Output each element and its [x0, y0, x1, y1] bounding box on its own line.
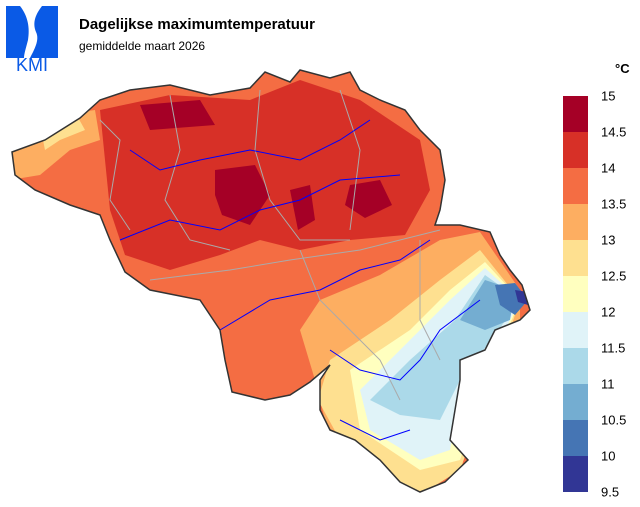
kmi-logo: KMI [6, 6, 58, 72]
rivers [119, 119, 481, 441]
map-subtitle: gemiddelde maart 2026 [79, 39, 206, 53]
legend-swatch [563, 240, 588, 276]
legend-swatch [563, 204, 588, 240]
legend-swatch [563, 420, 588, 456]
map-title: Dagelijkse maximumtemperatuur [79, 16, 315, 33]
svg-text:KMI: KMI [16, 55, 48, 72]
legend-swatch [563, 96, 588, 132]
legend-swatch [563, 168, 588, 204]
zone-15d [140, 100, 215, 130]
zone-15c [345, 180, 392, 218]
legend-unit: °C [615, 61, 630, 76]
province-borders [99, 89, 441, 401]
zone-15b [290, 185, 315, 230]
legend-label: 10.5 [601, 412, 627, 428]
legend-swatch [563, 276, 588, 312]
zone-15 [215, 165, 270, 225]
legend-label: 9.5 [601, 484, 620, 500]
legend-label: 14.5 [601, 124, 627, 140]
legend-swatch [563, 384, 588, 420]
legend-label: 12.5 [601, 268, 627, 284]
legend-label: 13.5 [601, 196, 627, 212]
legend-swatch [563, 456, 588, 492]
legend-swatch [563, 348, 588, 384]
legend-swatch [563, 312, 588, 348]
legend-swatch [563, 132, 588, 168]
legend-label: 14 [601, 160, 616, 176]
legend-label: 10 [601, 448, 616, 464]
legend-label: 15 [601, 88, 616, 104]
legend-label: 12 [601, 304, 616, 320]
legend-label: 11.5 [601, 340, 626, 356]
legend-label: 11 [601, 376, 615, 392]
legend-label: 13 [601, 232, 616, 248]
